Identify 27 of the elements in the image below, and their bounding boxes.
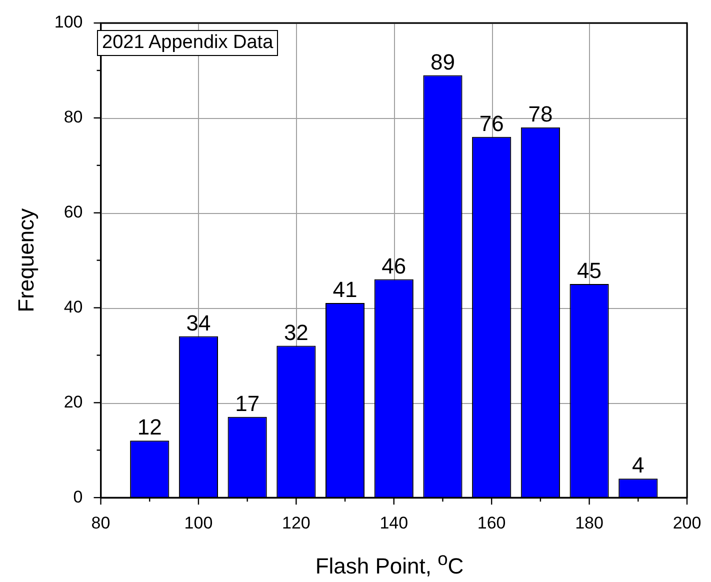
x-tick-label: 140 [380, 513, 408, 532]
data-label: 76 [479, 110, 504, 136]
x-tick-label: 120 [282, 513, 310, 532]
x-tick-label: 160 [477, 513, 506, 532]
x-axis-title: Flash Point, $^{o}$C [314, 548, 465, 580]
x-tick-label: 100 [184, 513, 213, 532]
x-tick-label: 200 [672, 513, 702, 532]
data-label: 32 [284, 320, 308, 345]
data-label: 41 [332, 277, 358, 302]
data-label: 45 [577, 258, 602, 284]
data-label: 17 [235, 390, 260, 416]
data-label: 12 [137, 414, 162, 440]
y-axis-title: Frequency [13, 208, 38, 312]
x-tick-label: 180 [575, 513, 604, 532]
annotation: 2021 Appendix Data [97, 30, 278, 56]
y-tick-label: 20 [64, 392, 83, 412]
data-label: 89 [430, 49, 455, 74]
y-tick-label: 100 [54, 12, 83, 32]
x-tick-label: 80 [91, 513, 110, 532]
data-label: 46 [382, 253, 406, 278]
y-tick-label: 40 [64, 297, 83, 316]
y-tick-label: 60 [64, 202, 83, 222]
y-tick-label: 80 [64, 108, 83, 127]
y-tick-label: 0 [73, 487, 83, 506]
data-label: 34 [186, 310, 211, 336]
data-label: 78 [528, 101, 553, 126]
data-label: 4 [632, 452, 644, 478]
